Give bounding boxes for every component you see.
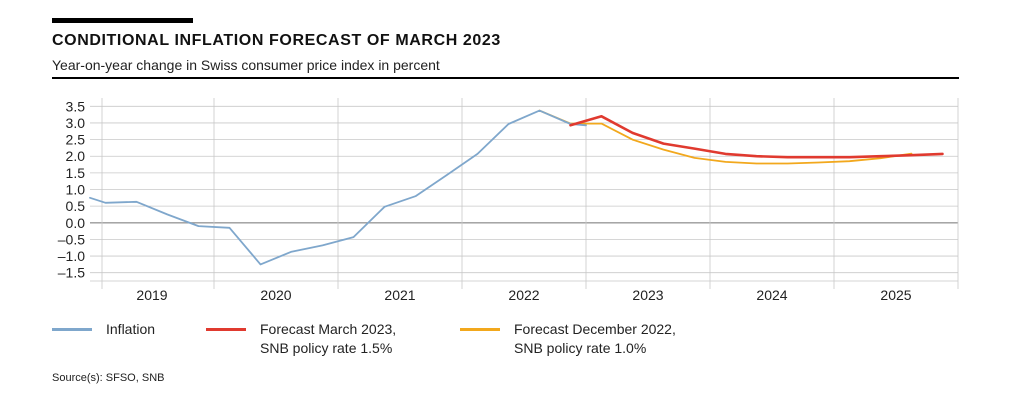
x-tick-label: 2023: [632, 287, 663, 303]
title-accent-bar: [52, 18, 193, 23]
y-tick-label: –0.5: [58, 231, 85, 247]
x-axis-labels: 2019 2020 2021 2022 2023 2024 2025: [136, 287, 911, 303]
y-tick-label: 2.0: [66, 148, 86, 164]
y-tick-label: 0.5: [66, 198, 86, 214]
legend-swatch-inflation: [52, 328, 92, 331]
legend-label-forecast-march-2023: Forecast March 2023, SNB policy rate 1.5…: [260, 320, 396, 358]
legend-label-inflation: Inflation: [106, 321, 156, 337]
y-tick-label: –1.0: [58, 248, 85, 264]
y-tick-label: 3.5: [66, 98, 86, 114]
series-inflation-line: [89, 109, 587, 266]
grid-layer: [90, 98, 959, 289]
y-tick-label: –1.5: [58, 265, 85, 281]
header-divider: [52, 77, 959, 79]
y-tick-label: 3.0: [66, 115, 86, 131]
legend-label-forecast-december-2022-line1: Forecast December 2022,: [514, 321, 676, 337]
series-forecast-december-2022-line: [538, 109, 913, 165]
legend-swatch-forecast-december-2022: [460, 328, 500, 331]
series-layer: [89, 109, 944, 266]
x-tick-label: 2020: [260, 287, 291, 303]
x-tick-label: 2022: [508, 287, 539, 303]
legend-swatch-forecast-march-2023: [206, 328, 246, 331]
y-tick-label: 1.5: [66, 165, 86, 181]
series-forecast-march-2023-line: [569, 115, 944, 159]
y-tick-label: 0.0: [66, 215, 86, 231]
y-tick-label: 2.5: [66, 132, 86, 148]
legend-label-forecast-december-2022-line2: SNB policy rate 1.0%: [514, 340, 647, 356]
chart-title: CONDITIONAL INFLATION FORECAST OF MARCH …: [52, 32, 501, 49]
legend-label-forecast-march-2023-line2: SNB policy rate 1.5%: [260, 340, 393, 356]
x-tick-label: 2019: [136, 287, 167, 303]
x-tick-label: 2024: [756, 287, 787, 303]
legend-label-forecast-march-2023-line1: Forecast March 2023,: [260, 321, 397, 337]
legend-label-forecast-december-2022: Forecast December 2022, SNB policy rate …: [514, 320, 676, 358]
y-tick-label: 1.0: [66, 182, 86, 198]
x-tick-label: 2021: [384, 287, 415, 303]
source-note: Source(s): SFSO, SNB: [52, 372, 165, 384]
y-axis-labels: 3.53.02.52.01.51.00.50.0–0.5–1.0–1.5: [58, 98, 85, 280]
chart-subtitle: Year-on-year change in Swiss consumer pr…: [52, 57, 440, 73]
x-tick-label: 2025: [880, 287, 911, 303]
